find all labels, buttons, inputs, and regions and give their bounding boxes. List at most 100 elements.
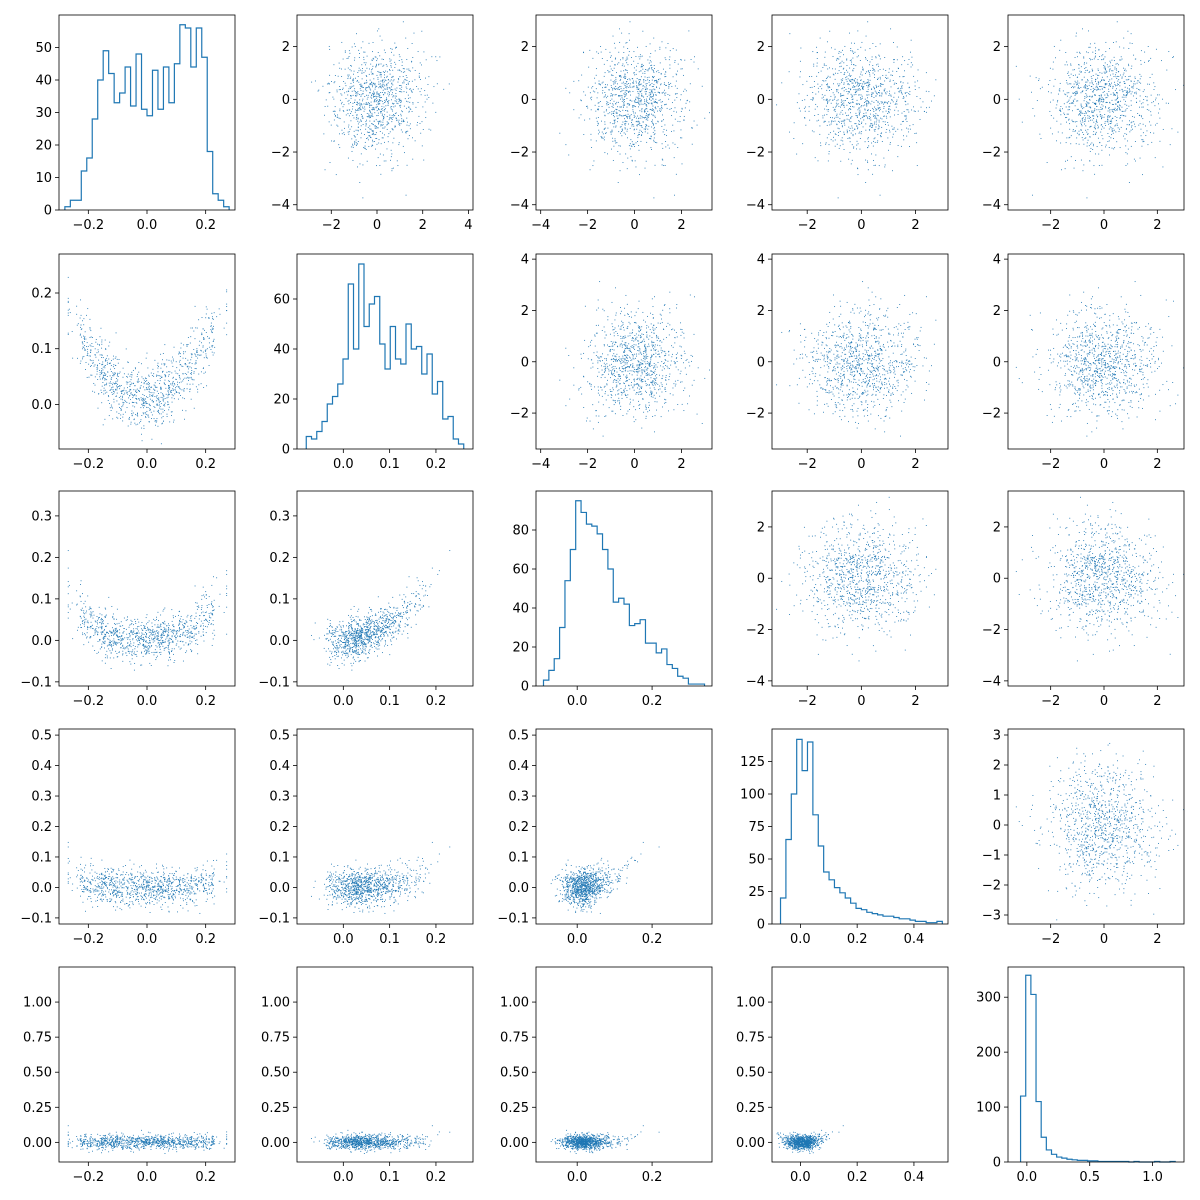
- scatter-point: [201, 333, 203, 335]
- scatter-point: [615, 80, 617, 82]
- scatter-point: [387, 102, 389, 104]
- scatter-point: [1049, 110, 1051, 112]
- scatter-point: [148, 385, 150, 387]
- scatter-point: [615, 126, 617, 128]
- scatter-point: [842, 49, 843, 51]
- scatter-point: [126, 402, 128, 403]
- scatter-point: [925, 90, 927, 92]
- scatter-point: [1034, 115, 1036, 117]
- scatter-point: [392, 92, 393, 94]
- scatter-point: [843, 120, 845, 122]
- scatter-point: [1091, 91, 1093, 93]
- scatter-point: [653, 128, 655, 130]
- scatter-point: [381, 92, 383, 93]
- scatter-point: [651, 89, 653, 91]
- scatter-point: [879, 78, 881, 80]
- scatter-point: [635, 56, 637, 57]
- scatter-point: [91, 343, 93, 344]
- scatter-point: [200, 349, 202, 351]
- scatter-point: [917, 69, 919, 71]
- scatter-point: [362, 93, 364, 95]
- scatter-point: [892, 133, 894, 135]
- scatter-point: [147, 415, 149, 417]
- scatter-point: [661, 92, 663, 94]
- scatter-point: [182, 373, 184, 375]
- scatter-point: [610, 93, 612, 94]
- scatter-point: [89, 327, 91, 329]
- scatter-point: [861, 131, 863, 133]
- scatter-point: [381, 85, 383, 87]
- scatter-point: [348, 115, 350, 117]
- scatter-point: [869, 73, 871, 75]
- scatter-point: [1083, 57, 1085, 59]
- scatter-point: [649, 97, 651, 99]
- scatter-point: [185, 364, 187, 366]
- scatter-point: [67, 332, 69, 334]
- scatter-point: [1093, 110, 1095, 112]
- scatter-point: [680, 137, 682, 139]
- scatter-point: [371, 97, 373, 99]
- scatter-point: [329, 74, 331, 76]
- scatter-point: [101, 343, 103, 345]
- scatter-point: [914, 85, 916, 87]
- scatter-point: [599, 83, 601, 85]
- scatter-point: [675, 49, 677, 51]
- scatter-point: [877, 92, 879, 93]
- scatter-point: [1094, 127, 1096, 129]
- scatter-point: [1104, 65, 1106, 67]
- scatter-point: [1153, 89, 1155, 90]
- scatter-point: [205, 353, 207, 355]
- scatter-point: [162, 397, 164, 399]
- scatter-point: [1183, 84, 1185, 86]
- scatter-point: [1105, 125, 1107, 126]
- scatter-point: [632, 105, 634, 107]
- scatter-point: [111, 391, 113, 393]
- scatter-point: [1114, 99, 1116, 101]
- scatter-point: [328, 45, 330, 47]
- scatter-point: [155, 424, 156, 426]
- scatter-point: [1100, 131, 1102, 133]
- scatter-point: [900, 90, 902, 92]
- scatter-point: [386, 121, 388, 123]
- scatter-point: [372, 133, 374, 135]
- scatter-point: [1128, 124, 1130, 126]
- scatter-point: [589, 49, 591, 51]
- scatter-point: [339, 147, 341, 149]
- scatter-point: [98, 344, 100, 345]
- scatter-point: [369, 131, 371, 133]
- scatter-point: [868, 102, 870, 104]
- scatter-point: [664, 124, 666, 126]
- scatter-point: [152, 394, 154, 396]
- scatter-point: [342, 88, 344, 90]
- scatter-point: [1087, 96, 1089, 98]
- scatter-point: [612, 103, 614, 105]
- scatter-point: [896, 103, 898, 105]
- scatter-point: [583, 91, 585, 93]
- scatter-point: [819, 37, 821, 39]
- scatter-point: [1134, 126, 1136, 128]
- scatter-point: [99, 372, 101, 374]
- scatter-point: [392, 103, 394, 105]
- scatter-point: [912, 64, 914, 66]
- scatter-point: [332, 110, 334, 112]
- scatter-point: [857, 127, 859, 129]
- scatter-point: [650, 102, 652, 104]
- scatter-point: [1131, 43, 1133, 44]
- scatter-point: [865, 101, 867, 103]
- scatter-point: [379, 35, 381, 37]
- scatter-point: [826, 98, 828, 100]
- scatter-point: [623, 101, 625, 103]
- scatter-point: [419, 62, 421, 64]
- scatter-point: [357, 118, 359, 120]
- scatter-point: [652, 70, 654, 72]
- scatter-point: [909, 93, 911, 95]
- scatter-point: [1088, 145, 1090, 147]
- scatter-point: [882, 111, 884, 113]
- scatter-point: [633, 112, 635, 114]
- scatter-point: [650, 61, 652, 63]
- scatter-point: [592, 57, 594, 59]
- scatter-point: [341, 94, 343, 96]
- scatter-point: [1110, 123, 1112, 124]
- scatter-point: [623, 93, 625, 95]
- scatter-point: [1077, 87, 1079, 89]
